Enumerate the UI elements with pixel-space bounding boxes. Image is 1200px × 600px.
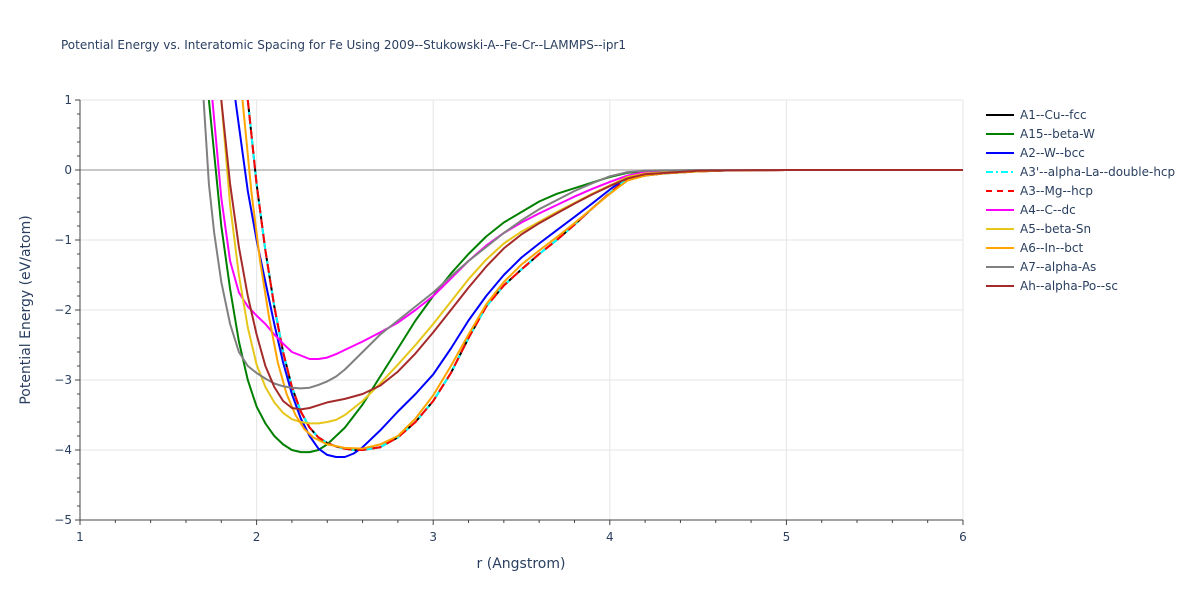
legend-item[interactable]: A5--beta-Sn — [986, 222, 1091, 236]
series-line-6 — [220, 100, 963, 425]
x-tick-label: 1 — [76, 530, 84, 544]
legend-item[interactable]: A4--C--dc — [986, 203, 1076, 217]
legend-label: A5--beta-Sn — [1020, 222, 1091, 236]
series-lines — [202, 100, 963, 458]
legend-item[interactable]: A3'--alpha-La--double-hcp — [986, 165, 1175, 179]
grid-lines — [80, 99, 964, 520]
legend-label: A3'--alpha-La--double-hcp — [1020, 165, 1175, 179]
x-tick-label: 3 — [429, 530, 437, 544]
series-line-1 — [207, 100, 963, 454]
legend-item[interactable]: Ah--alpha-Po--sc — [986, 279, 1118, 293]
series-line-5 — [211, 100, 963, 360]
y-tick-label: −4 — [54, 443, 72, 457]
chart-title: Potential Energy vs. Interatomic Spacing… — [61, 38, 627, 52]
legend[interactable]: A1--Cu--fcc A15--beta-W A2--W--bcc A3'--alp… — [986, 108, 1175, 293]
axes: 1 2 3 4 5 6 1 0 −1 −2 −3 −4 −5 — [54, 93, 967, 544]
legend-label: A2--W--bcc — [1020, 146, 1085, 160]
legend-item[interactable]: A3--Mg--hcp — [986, 184, 1093, 198]
y-tick-label: −2 — [54, 303, 72, 317]
series-line-8 — [202, 100, 963, 390]
series-line-0 — [246, 100, 963, 451]
y-tick-label: −5 — [54, 513, 72, 527]
series-line-3 — [246, 100, 963, 451]
legend-item[interactable]: A1--Cu--fcc — [986, 108, 1087, 122]
legend-item[interactable]: A15--beta-W — [986, 127, 1095, 141]
legend-label: A15--beta-W — [1020, 127, 1095, 141]
legend-label: Ah--alpha-Po--sc — [1020, 279, 1118, 293]
legend-label: A4--C--dc — [1020, 203, 1076, 217]
legend-item[interactable]: A7--alpha-As — [986, 260, 1096, 274]
legend-label: A7--alpha-As — [1020, 260, 1096, 274]
y-tick-label: −1 — [54, 233, 72, 247]
series-line-4 — [246, 100, 963, 451]
legend-item[interactable]: A2--W--bcc — [986, 146, 1085, 160]
legend-label: A6--In--bct — [1020, 241, 1084, 255]
y-tick-label: 0 — [64, 163, 72, 177]
y-tick-label: −3 — [54, 373, 72, 387]
x-axis-title: r (Angstrom) — [477, 556, 566, 572]
series-line-7 — [241, 100, 963, 450]
x-tick-label: 6 — [959, 530, 967, 544]
legend-label: A1--Cu--fcc — [1020, 108, 1087, 122]
series-line-2 — [234, 100, 963, 458]
x-tick-label: 4 — [606, 530, 614, 544]
y-axis-title: Potential Energy (eV/atom) — [18, 215, 34, 404]
y-tick-label: 1 — [64, 93, 72, 107]
x-tick-label: 2 — [253, 530, 261, 544]
legend-label: A3--Mg--hcp — [1020, 184, 1093, 198]
series-line-9 — [220, 100, 963, 411]
legend-item[interactable]: A6--In--bct — [986, 241, 1084, 255]
x-tick-label: 5 — [783, 530, 791, 544]
